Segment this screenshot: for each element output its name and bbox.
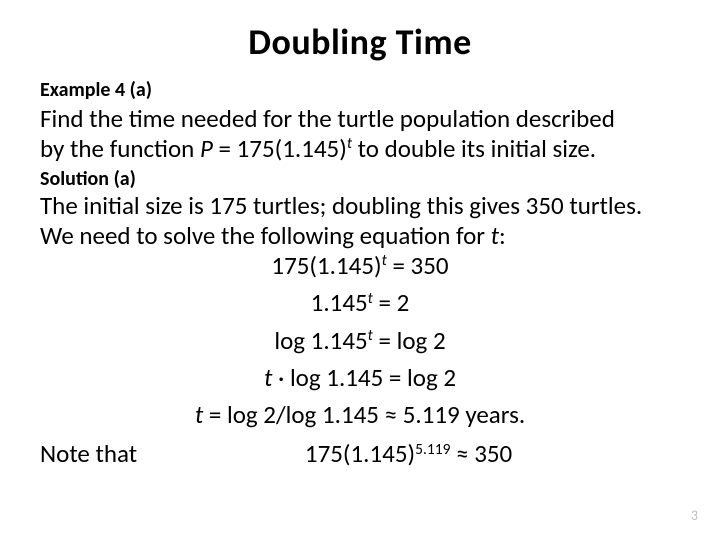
note-eq-rhs: ≈ 350 [450, 438, 512, 469]
problem-eq-mid: = 175(1.145) [213, 133, 347, 164]
example-label: Example 4 (a) [40, 78, 680, 102]
eq5-t: t [195, 399, 203, 430]
problem-line2-post: to double its initial size. [352, 133, 596, 164]
solution-line2-post: : [499, 220, 506, 251]
problem-line2-pre: by the function [40, 133, 200, 164]
solution-line2-t: t [491, 220, 499, 251]
solution-line2-pre: We need to solve the following equation … [40, 220, 491, 251]
eq3-exp: t [368, 326, 373, 345]
slide-title: Doubling Time [40, 20, 680, 64]
note-eq-exp: 5.119 [415, 440, 450, 459]
note-eq-lhs: 175(1.145) [305, 438, 415, 469]
solution-line2: We need to solve the following equation … [40, 221, 680, 251]
equation-3: log 1.145t = log 2 [40, 325, 680, 356]
note-label: Note that [40, 438, 137, 469]
equation-1: 175(1.145)t = 350 [40, 250, 680, 281]
eq1-lhs: 175(1.145) [271, 250, 381, 281]
solution-label: Solution (a) [40, 167, 680, 191]
eq3-pre: log 1.145 [274, 325, 367, 356]
eq3-rhs: = log 2 [373, 325, 446, 356]
equation-2: 1.145t = 2 [40, 287, 680, 318]
eq2-rhs: = 2 [373, 287, 409, 318]
problem-exp-t: t [347, 134, 352, 153]
equation-4: t · log 1.145 = log 2 [40, 362, 680, 393]
eq2-exp: t [368, 289, 373, 308]
problem-P: P [200, 133, 213, 164]
problem-line1: Find the time needed for the turtle popu… [40, 103, 615, 134]
eq2-lhs: 1.145 [311, 287, 368, 318]
eq1-rhs: = 350 [387, 250, 449, 281]
equation-5: t = log 2/log 1.145 ≈ 5.119 years. [40, 399, 680, 430]
page-number: 3 [691, 507, 698, 524]
note-row: Note that 175(1.145)5.119 ≈ 350 [40, 438, 680, 469]
eq5-rhs: = log 2/log 1.145 ≈ 5.119 years. [203, 399, 525, 430]
solution-line1: The initial size is 175 turtles; doublin… [40, 191, 680, 221]
note-equation: 175(1.145)5.119 ≈ 350 [137, 438, 680, 469]
eq4-mid: · log 1.145 = log 2 [272, 362, 456, 393]
slide: Doubling Time Example 4 (a) Find the tim… [0, 0, 720, 540]
eq1-exp: t [382, 251, 387, 270]
problem-statement: Find the time needed for the turtle popu… [40, 104, 680, 163]
